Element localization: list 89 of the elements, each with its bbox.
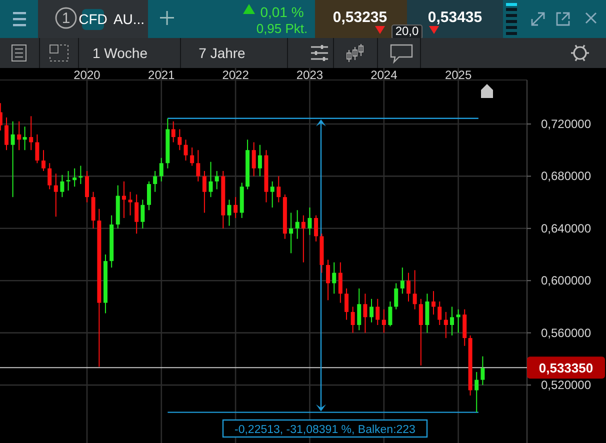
candlestick: [370, 298, 374, 323]
candlestick: [54, 173, 58, 218]
candlestick: [450, 306, 454, 336]
candlestick: [462, 308, 467, 346]
annotation: -0,22513, -31,08391 %, Balken:223: [234, 424, 416, 436]
y-tick-label: 0,520000: [540, 378, 592, 392]
ref-line-label: 0,533350: [538, 360, 594, 376]
candlestick: [171, 120, 176, 143]
candlestick: [4, 116, 9, 151]
candlestick: [276, 176, 281, 203]
candlestick: [214, 170, 219, 190]
candlestick: [227, 199, 232, 226]
candlestick: [270, 180, 274, 208]
candlestick: [444, 311, 448, 339]
candlestick: [474, 371, 479, 413]
candlestick: [432, 290, 436, 316]
candlestick: [252, 142, 256, 177]
candlestick: [308, 207, 312, 236]
candlestick: [22, 126, 27, 151]
candlestick: [184, 139, 188, 162]
candlestick: [301, 214, 306, 263]
candlestick: [146, 180, 151, 211]
candlestick: [363, 293, 368, 334]
candlestick: [388, 301, 392, 327]
candlestick: [72, 168, 77, 188]
x-tick-label: 2020: [74, 68, 101, 82]
candlestick: [17, 120, 22, 151]
candlestick: [202, 170, 206, 214]
candlestick: [394, 282, 398, 310]
candlestick: [326, 259, 330, 301]
candlestick: [140, 199, 145, 229]
x-tick-label: 2025: [444, 68, 472, 82]
candlestick: [344, 288, 349, 320]
y-tick-label: 0,680000: [540, 169, 592, 184]
candlestick: [400, 267, 404, 294]
candlestick: [190, 146, 194, 166]
candlestick: [60, 174, 64, 198]
candlestick: [295, 210, 300, 240]
x-tick-label: 2021: [148, 68, 176, 82]
text: 1 Woche: [92, 45, 148, 61]
candlestick: [35, 134, 40, 164]
candlestick: [48, 162, 52, 190]
candlestick: [456, 308, 460, 334]
text: 1: [62, 10, 70, 27]
candlestick: [338, 262, 342, 304]
candlestick: [178, 128, 182, 151]
candlestick: [480, 356, 485, 386]
text: 20,0: [395, 24, 419, 38]
candlestick: [78, 165, 83, 185]
x-tick-label: 2024: [370, 68, 398, 82]
text: 7 Jahre: [198, 45, 246, 61]
candlestick: [84, 170, 89, 203]
candlestick: [258, 144, 262, 177]
candlestick: [91, 191, 96, 229]
candlestick: [438, 301, 442, 326]
y-tick-label: 0,640000: [540, 221, 592, 236]
x-tick-label: 2022: [222, 68, 250, 82]
candlestick: [128, 191, 132, 216]
text: 0,95 Pkt.: [256, 21, 308, 36]
candlestick: [66, 170, 70, 192]
candlestick: [41, 150, 46, 172]
x-tick-label: 2023: [296, 68, 324, 82]
candlestick: [134, 194, 139, 234]
candlestick: [234, 196, 238, 218]
candlestick: [382, 308, 386, 334]
candlestick: [412, 270, 417, 310]
candlestick: [332, 262, 336, 294]
candlestick: [153, 170, 158, 192]
candlestick: [376, 298, 380, 326]
candlestick: [10, 120, 15, 198]
candlestick: [406, 272, 411, 302]
text: 0,01 %: [260, 4, 304, 20]
y-tick-label: 0,720000: [540, 116, 592, 131]
y-tick-label: 0,560000: [540, 326, 592, 340]
candlestick: [289, 212, 294, 254]
candlestick: [425, 293, 430, 334]
candlestick: [350, 306, 355, 334]
candlestick: [418, 298, 423, 366]
candlestick: [29, 116, 34, 151]
text: CFD: [78, 11, 108, 27]
text: 0,53235: [332, 9, 388, 26]
candlestick: [208, 161, 213, 198]
candlestick: [196, 150, 200, 182]
candlestick: [357, 288, 362, 331]
candlestick: [159, 157, 164, 182]
candlestick: [314, 214, 318, 242]
y-tick-label: 0,600000: [540, 274, 592, 288]
text: AU...: [113, 11, 145, 27]
text: 0,53435: [428, 9, 482, 26]
